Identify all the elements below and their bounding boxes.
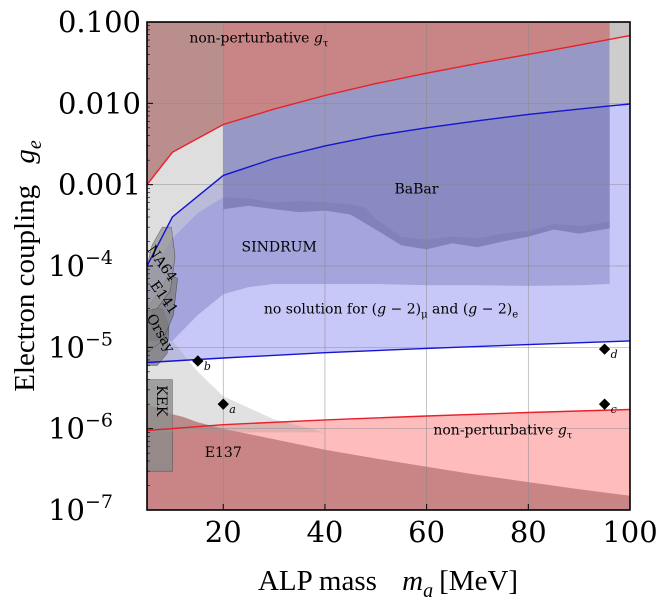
boundary-no-solution-for-g-2-and-g-2-e-upper bbox=[147, 103, 630, 267]
region-top-right-strip bbox=[609, 22, 630, 106]
benchmark-label-a: a bbox=[229, 403, 236, 416]
y-tick-label: 10−7 bbox=[48, 491, 113, 527]
y-tick-exponent: −6 bbox=[85, 410, 113, 432]
region-kek bbox=[147, 379, 173, 472]
y-tick-label: 0.010 bbox=[58, 86, 141, 120]
region-lower-left-shading bbox=[147, 340, 325, 433]
region-label-babar: BaBar bbox=[394, 181, 438, 197]
region-label-part: μ bbox=[421, 310, 428, 321]
x-tick-label: 100 bbox=[602, 515, 657, 549]
y-tick-label: 0.100 bbox=[58, 5, 141, 39]
y-tick-label: 10−5 bbox=[48, 328, 113, 364]
y-axis-label-group: Electron coupling ge bbox=[9, 140, 46, 392]
region-upper-left-shading bbox=[147, 22, 224, 266]
boundary-no-solution-for-g-2-and-g-2-e-lower bbox=[147, 340, 630, 364]
region-label-e137: E137 bbox=[205, 445, 242, 461]
region-label-part: − 2) bbox=[477, 302, 512, 318]
region-label-part: and ( bbox=[428, 302, 469, 318]
region-label-part: τ bbox=[323, 38, 329, 49]
region-label-part: g bbox=[314, 30, 323, 46]
x-axis-label-unit: [MeV] bbox=[439, 565, 518, 597]
x-axis-label: ALP mass ma [MeV] bbox=[258, 565, 518, 602]
benchmark-point-c bbox=[598, 398, 611, 410]
x-tick-label: 20 bbox=[205, 515, 242, 549]
benchmark-label-c: c bbox=[611, 403, 617, 416]
y-axis-label-symbol: g bbox=[9, 149, 41, 164]
y-tick-exponent: −4 bbox=[85, 247, 113, 269]
x-tick-label: 80 bbox=[510, 515, 547, 549]
y-tick-base: 10 bbox=[48, 493, 85, 527]
y-axis-label: Electron coupling ge bbox=[9, 140, 46, 392]
region-label-non-perturbative-g: non-perturbative gτ bbox=[433, 422, 573, 441]
region-e137 bbox=[147, 404, 630, 510]
y-tick-label: 10−4 bbox=[48, 247, 113, 283]
x-axis-ticks: 20 40 60 80 100 bbox=[205, 504, 657, 549]
grid-layer bbox=[147, 22, 630, 510]
benchmark-point-a bbox=[217, 398, 229, 410]
y-axis-label-subscript: e bbox=[24, 140, 46, 149]
region-label-part: g bbox=[468, 302, 477, 318]
x-axis-label-text: ALP mass bbox=[258, 565, 377, 597]
x-tick-label: 60 bbox=[408, 515, 445, 549]
x-tick-label: 40 bbox=[306, 515, 343, 549]
region-na64 bbox=[147, 226, 176, 312]
boundary-non-perturbative-g bbox=[147, 408, 630, 432]
y-tick-base: 10 bbox=[48, 330, 85, 364]
region-non-perturbative-g bbox=[147, 22, 630, 185]
y-tick-base: 10 bbox=[48, 249, 85, 283]
benchmark-points-layer: a b c d bbox=[192, 343, 618, 416]
region-label-non-perturbative-g: non-perturbative gτ bbox=[189, 30, 329, 49]
y-tick-base: 10 bbox=[48, 412, 85, 446]
benchmark-label-b: b bbox=[204, 360, 211, 373]
region-label-part: g bbox=[558, 422, 567, 438]
y-tick-exponent: −5 bbox=[85, 328, 113, 350]
y-tick-label: 10−6 bbox=[48, 410, 113, 446]
boundary-lines-layer bbox=[147, 34, 630, 432]
benchmark-point-d bbox=[598, 343, 611, 355]
region-sindrum bbox=[147, 197, 610, 341]
regions-layer bbox=[147, 22, 630, 510]
region-label-part: non-perturbative bbox=[189, 30, 314, 46]
benchmark-label-d: d bbox=[611, 348, 618, 361]
region-label-no-solution-for-g-2-and-g-2-e: no solution for (g − 2)μ and (g − 2)e bbox=[264, 302, 518, 321]
region-label-part: − 2) bbox=[386, 302, 421, 318]
x-axis-label-subscript: a bbox=[423, 580, 433, 602]
y-axis-label-text: Electron coupling bbox=[9, 185, 41, 392]
region-label-part: non-perturbative bbox=[433, 422, 558, 438]
boundary-non-perturbative-g bbox=[147, 34, 630, 186]
y-tick-label: 0.001 bbox=[58, 168, 141, 202]
region-label-part: g bbox=[377, 302, 386, 318]
region-label-part: e bbox=[512, 310, 518, 321]
region-label-kek: KEK bbox=[153, 385, 169, 417]
region-label-part: no solution for ( bbox=[264, 302, 377, 318]
x-axis-label-symbol: m bbox=[402, 565, 423, 597]
benchmark-point-b bbox=[192, 355, 204, 367]
region-label-sindrum: SINDRUM bbox=[242, 240, 317, 256]
region-label-part: τ bbox=[567, 430, 573, 441]
y-tick-exponent: −7 bbox=[85, 491, 113, 513]
